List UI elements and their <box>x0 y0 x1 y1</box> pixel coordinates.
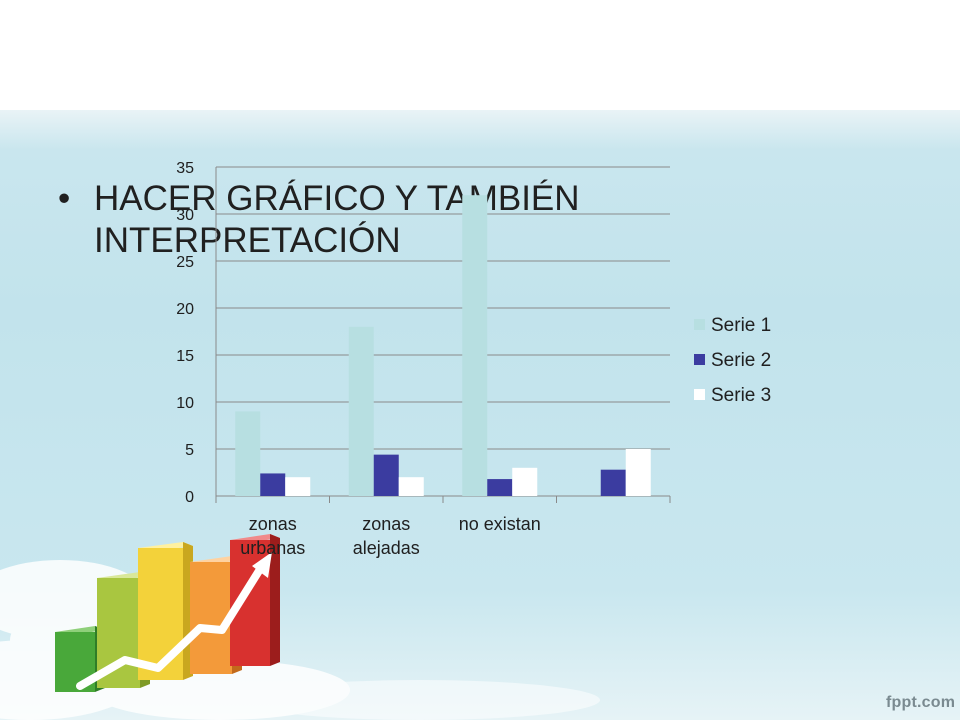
y-tick-label: 0 <box>185 489 194 506</box>
y-tick-label: 30 <box>176 207 194 224</box>
bar-serie-3 <box>512 467 538 496</box>
x-category-label: zonas alejadas <box>353 514 420 558</box>
bar-serie-2 <box>600 469 626 496</box>
bar-graph-illustration <box>55 534 280 692</box>
legend-swatch <box>694 389 705 400</box>
legend-swatch <box>694 319 705 330</box>
y-tick-label: 15 <box>176 348 194 365</box>
bar-serie-3 <box>285 477 311 496</box>
bullet-dot: • <box>58 179 71 218</box>
legend-label: Serie 1 <box>711 315 771 336</box>
bar-serie-2 <box>373 454 399 496</box>
brand-watermark: fppt.com <box>886 694 956 711</box>
bar-serie-2 <box>487 479 513 496</box>
bar-serie-2 <box>260 473 286 496</box>
slide-title-text: HACER GRÁFICO Y TAMBIÉN INTERPRETACIÓN <box>94 179 580 260</box>
legend-label: Serie 3 <box>711 385 771 406</box>
y-tick-label: 5 <box>185 442 194 459</box>
legend-swatch <box>694 354 705 365</box>
bar-serie-1 <box>235 411 261 496</box>
bar-serie-1 <box>462 195 488 496</box>
bar-serie-3 <box>625 449 651 496</box>
x-category-label: no existan <box>459 514 541 534</box>
legend-label: Serie 2 <box>711 350 771 371</box>
x-category-label: zonas urbanas <box>240 514 305 558</box>
bar-serie-3 <box>398 477 424 496</box>
y-tick-label: 20 <box>176 301 194 318</box>
y-tick-label: 10 <box>176 395 194 412</box>
y-tick-label: 25 <box>176 254 194 271</box>
bar-serie-1 <box>348 326 374 496</box>
y-tick-label: 35 <box>176 160 194 177</box>
